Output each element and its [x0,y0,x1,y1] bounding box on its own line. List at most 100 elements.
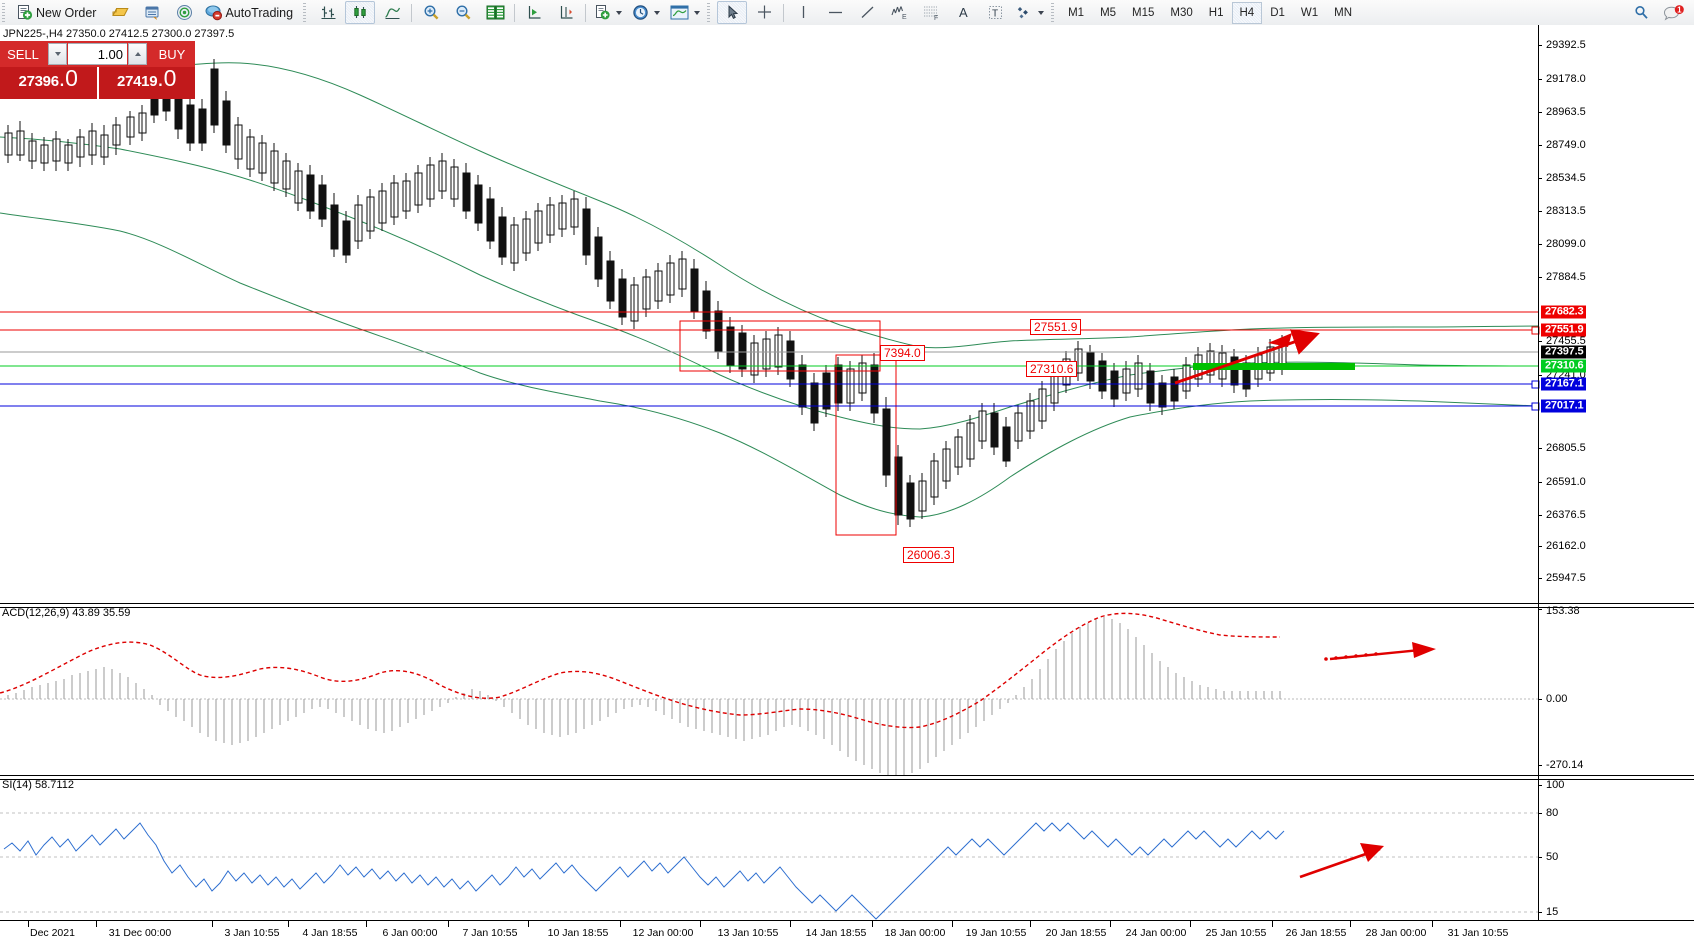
chart-shift-icon [558,4,575,21]
price-tag-order-27017[interactable]: 27017.1 [1541,399,1587,413]
vertical-line-icon [795,4,812,21]
timeframe-label: H1 [1208,6,1224,19]
price-tag-resistance-27682[interactable]: 27682.3 [1541,305,1587,319]
rsi-pane [0,812,1538,920]
buy-price-frac: .0 [157,65,177,91]
candlestick-series [4,51,1287,527]
chart-canvas[interactable] [0,25,1694,943]
rsi-tick-label: 80 [1546,807,1559,819]
one-click-top-row: SELL 1.00 BUY [0,41,195,67]
cursor-tool-button[interactable] [717,1,748,24]
zoom-out-button[interactable] [448,1,478,24]
volume-stepper[interactable]: 1.00 [46,41,149,67]
toolbar-grip-1[interactable] [1,3,8,22]
price-tick-label: 29178.0 [1546,73,1586,85]
add-indicator-button[interactable] [590,1,626,24]
timeframe-m15[interactable]: M15 [1124,2,1162,24]
timeframe-w1[interactable]: W1 [1293,2,1326,24]
volume-increment-button[interactable] [128,43,147,65]
price-tick-label: 26591.0 [1546,476,1586,488]
auto-scroll-button[interactable] [519,1,549,24]
svg-text:A: A [959,5,968,20]
bollinger-upper-band [0,56,1539,349]
price-tick-label: 27884.5 [1546,271,1586,283]
candlestick-chart-button[interactable] [345,1,376,24]
toolbar-separator-3 [585,3,587,22]
time-tick-label: 18 Jan 00:00 [884,927,946,939]
timeframe-h4[interactable]: H4 [1231,1,1263,24]
timeframe-m5[interactable]: M5 [1092,2,1124,24]
chart-annotation-27310: 27310.6 [1026,361,1078,377]
market-watch-button[interactable] [480,1,510,24]
resistance-handle-27551 [1531,326,1540,335]
chart-shift-button[interactable] [551,1,581,24]
search-button[interactable] [1626,1,1656,24]
data-window-button[interactable] [137,1,167,24]
autotrading-button[interactable]: AutoTrading [201,1,300,24]
new-order-icon [16,4,33,21]
price-tag-resistance-27551[interactable]: 27551.9 [1541,323,1587,337]
rsi-tick-label: 100 [1546,779,1565,791]
text-label-tool[interactable]: T [980,1,1010,24]
chevron-down-icon[interactable] [654,10,661,15]
time-tick-label: 28 Jan 00:00 [1365,927,1427,939]
price-tag-support-27310[interactable]: 27310.6 [1541,359,1587,373]
macd-tick-label: 0.00 [1546,693,1568,705]
price-tag-order-27167[interactable]: 27167.1 [1541,377,1587,391]
timeframe-h1[interactable]: H1 [1201,2,1232,24]
shapes-tool[interactable] [1012,1,1048,24]
timeframe-mn[interactable]: MN [1326,2,1360,24]
period-clock-button[interactable] [628,1,664,24]
text-tool[interactable]: A [948,1,978,24]
trendline-tool[interactable] [852,1,882,24]
horizontal-line-tool[interactable] [820,1,850,24]
price-tick-label: 28534.5 [1546,172,1586,184]
macd-histogram [7,617,1281,779]
crosshair-tool-button[interactable] [749,1,779,24]
uptrend-arrow-head [1268,333,1292,347]
line-chart-button[interactable] [377,1,407,24]
vertical-line-tool[interactable] [788,1,818,24]
one-click-trading-panel[interactable]: SELL 1.00 BUY 27396 .0 27419 .0 [0,41,195,99]
price-axis[interactable]: 29392.5 29178.0 28963.5 28749.0 28534.5 … [0,25,1694,943]
sell-button[interactable]: SELL [0,41,46,67]
templates-button[interactable] [666,1,704,24]
svg-text:E: E [902,14,907,21]
volume-decrement-button[interactable] [48,43,67,65]
sell-price[interactable]: 27396 .0 [0,67,97,99]
auto-scroll-icon [526,4,543,21]
expert-advisors-button[interactable] [105,1,135,24]
chart-annotation-26006: 26006.3 [903,547,955,563]
bar-chart-button[interactable] [313,1,343,24]
chart-area[interactable]: 27551.9 7394.0 27310.6 26006.3 JPN225-,H… [0,25,1694,943]
zoom-in-button[interactable] [416,1,446,24]
time-tick-label: 7 Jan 10:55 [462,927,518,939]
new-order-button[interactable]: New Order [12,1,103,24]
timeframe-d1[interactable]: D1 [1262,2,1293,24]
order-handle-27167 [1531,380,1540,389]
time-axis[interactable]: Dec 2021 31 Dec 00:00 3 Jan 10:55 4 Jan … [0,920,1694,943]
price-tag-last-price[interactable]: 27397.5 [1541,345,1587,359]
chevron-down-icon[interactable] [1038,10,1045,15]
signals-button[interactable] [169,1,199,24]
elliott-wave-tool[interactable]: E [884,1,914,24]
buy-button[interactable]: BUY [149,41,195,67]
chevron-down-icon[interactable] [616,10,623,15]
toolbar-grip-3[interactable] [706,3,714,22]
timeframe-m1[interactable]: M1 [1060,2,1092,24]
buy-price[interactable]: 27419 .0 [98,65,195,99]
fibonacci-tool[interactable]: F [916,1,946,24]
chevron-down-icon[interactable] [694,10,701,15]
timeframe-m30[interactable]: M30 [1162,2,1200,24]
svg-text:F: F [934,15,938,21]
toolbar-grip-4[interactable] [1050,3,1058,22]
zoom-out-icon [455,4,472,21]
one-click-price-row: 27396 .0 27419 .0 [0,67,195,99]
toolbar-grip-2[interactable] [302,3,310,22]
time-tick-label: Dec 2021 [30,927,75,939]
notifications-button[interactable]: 1 [1658,1,1688,24]
time-tick-label: 6 Jan 00:00 [382,927,438,939]
sell-price-main: 27396 [18,73,60,90]
volume-input[interactable]: 1.00 [68,43,127,65]
price-tick-label: 28749.0 [1546,139,1586,151]
